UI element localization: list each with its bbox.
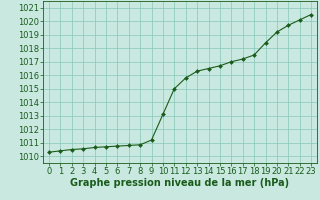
X-axis label: Graphe pression niveau de la mer (hPa): Graphe pression niveau de la mer (hPa) xyxy=(70,178,290,188)
